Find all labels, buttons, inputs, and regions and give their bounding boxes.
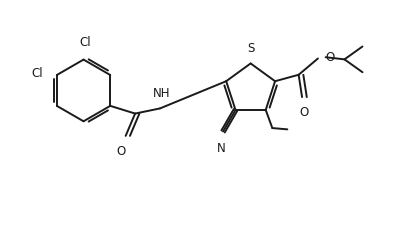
Text: Cl: Cl bbox=[31, 67, 43, 80]
Text: Cl: Cl bbox=[80, 35, 92, 48]
Text: N: N bbox=[217, 141, 225, 154]
Text: O: O bbox=[299, 105, 309, 118]
Text: O: O bbox=[325, 51, 335, 64]
Text: S: S bbox=[247, 42, 254, 55]
Text: NH: NH bbox=[153, 87, 170, 100]
Text: O: O bbox=[117, 144, 126, 157]
